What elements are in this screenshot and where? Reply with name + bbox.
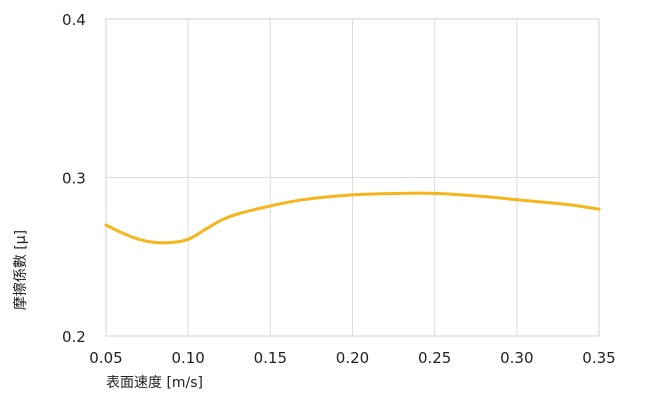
x-tick-labels: 0.05 0.10 0.15 0.20 0.25 0.30 0.35 <box>89 349 615 367</box>
y-axis-title: 摩擦係數 [μ] <box>12 230 29 310</box>
y-tick-label: 0.4 <box>62 11 86 29</box>
x-tick-label: 0.35 <box>582 349 615 367</box>
x-tick-label: 0.10 <box>171 349 204 367</box>
x-tick-label: 0.15 <box>254 349 287 367</box>
x-tick-label: 0.30 <box>500 349 533 367</box>
series-line <box>104 191 601 245</box>
grid <box>105 18 600 337</box>
x-axis-title: 表面速度 [m/s] <box>106 375 203 391</box>
x-tick-label: 0.20 <box>336 349 369 367</box>
y-tick-label: 0.3 <box>62 170 86 188</box>
x-tick-label: 0.25 <box>418 349 451 367</box>
plot-frame <box>105 18 600 337</box>
y-tick-label: 0.2 <box>62 328 86 346</box>
x-tick-label: 0.05 <box>89 349 122 367</box>
y-tick-labels: 0.4 0.3 0.2 <box>62 11 86 346</box>
